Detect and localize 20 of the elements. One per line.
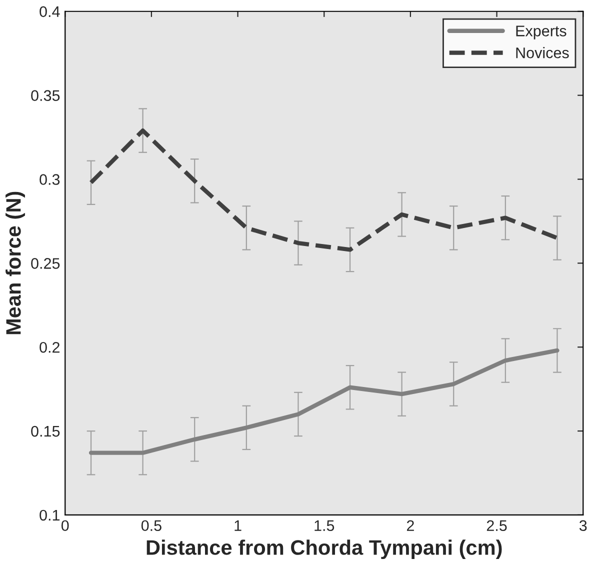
y-tick-label: 0.4 [40,6,60,18]
legend-label: Novices [516,47,569,58]
line-series [88,348,560,455]
y-tick-label: 0.35 [31,90,60,101]
x-tick-label: 3 [579,520,587,532]
y-tick-label: 0.15 [31,426,60,437]
x-tick-label: 0 [61,520,69,532]
x-axis-title: Distance from Chorda Tympani (cm) [146,540,502,560]
y-axis-title: Mean force (N) [6,192,25,334]
x-tick-label: 2 [406,520,414,531]
x-tick-label: 1 [234,520,242,531]
x-tick-label: 2.5 [486,520,507,532]
line-series [88,128,560,252]
x-tick-label: 1.5 [314,520,334,532]
legend-label: Experts [516,26,566,40]
y-tick-label: 0.2 [40,342,60,353]
y-tick-label: 0.3 [40,174,60,185]
x-tick-label: 0.5 [141,520,162,532]
y-tick-label: 0.25 [31,258,60,269]
y-tick-label: 0.1 [40,510,60,521]
